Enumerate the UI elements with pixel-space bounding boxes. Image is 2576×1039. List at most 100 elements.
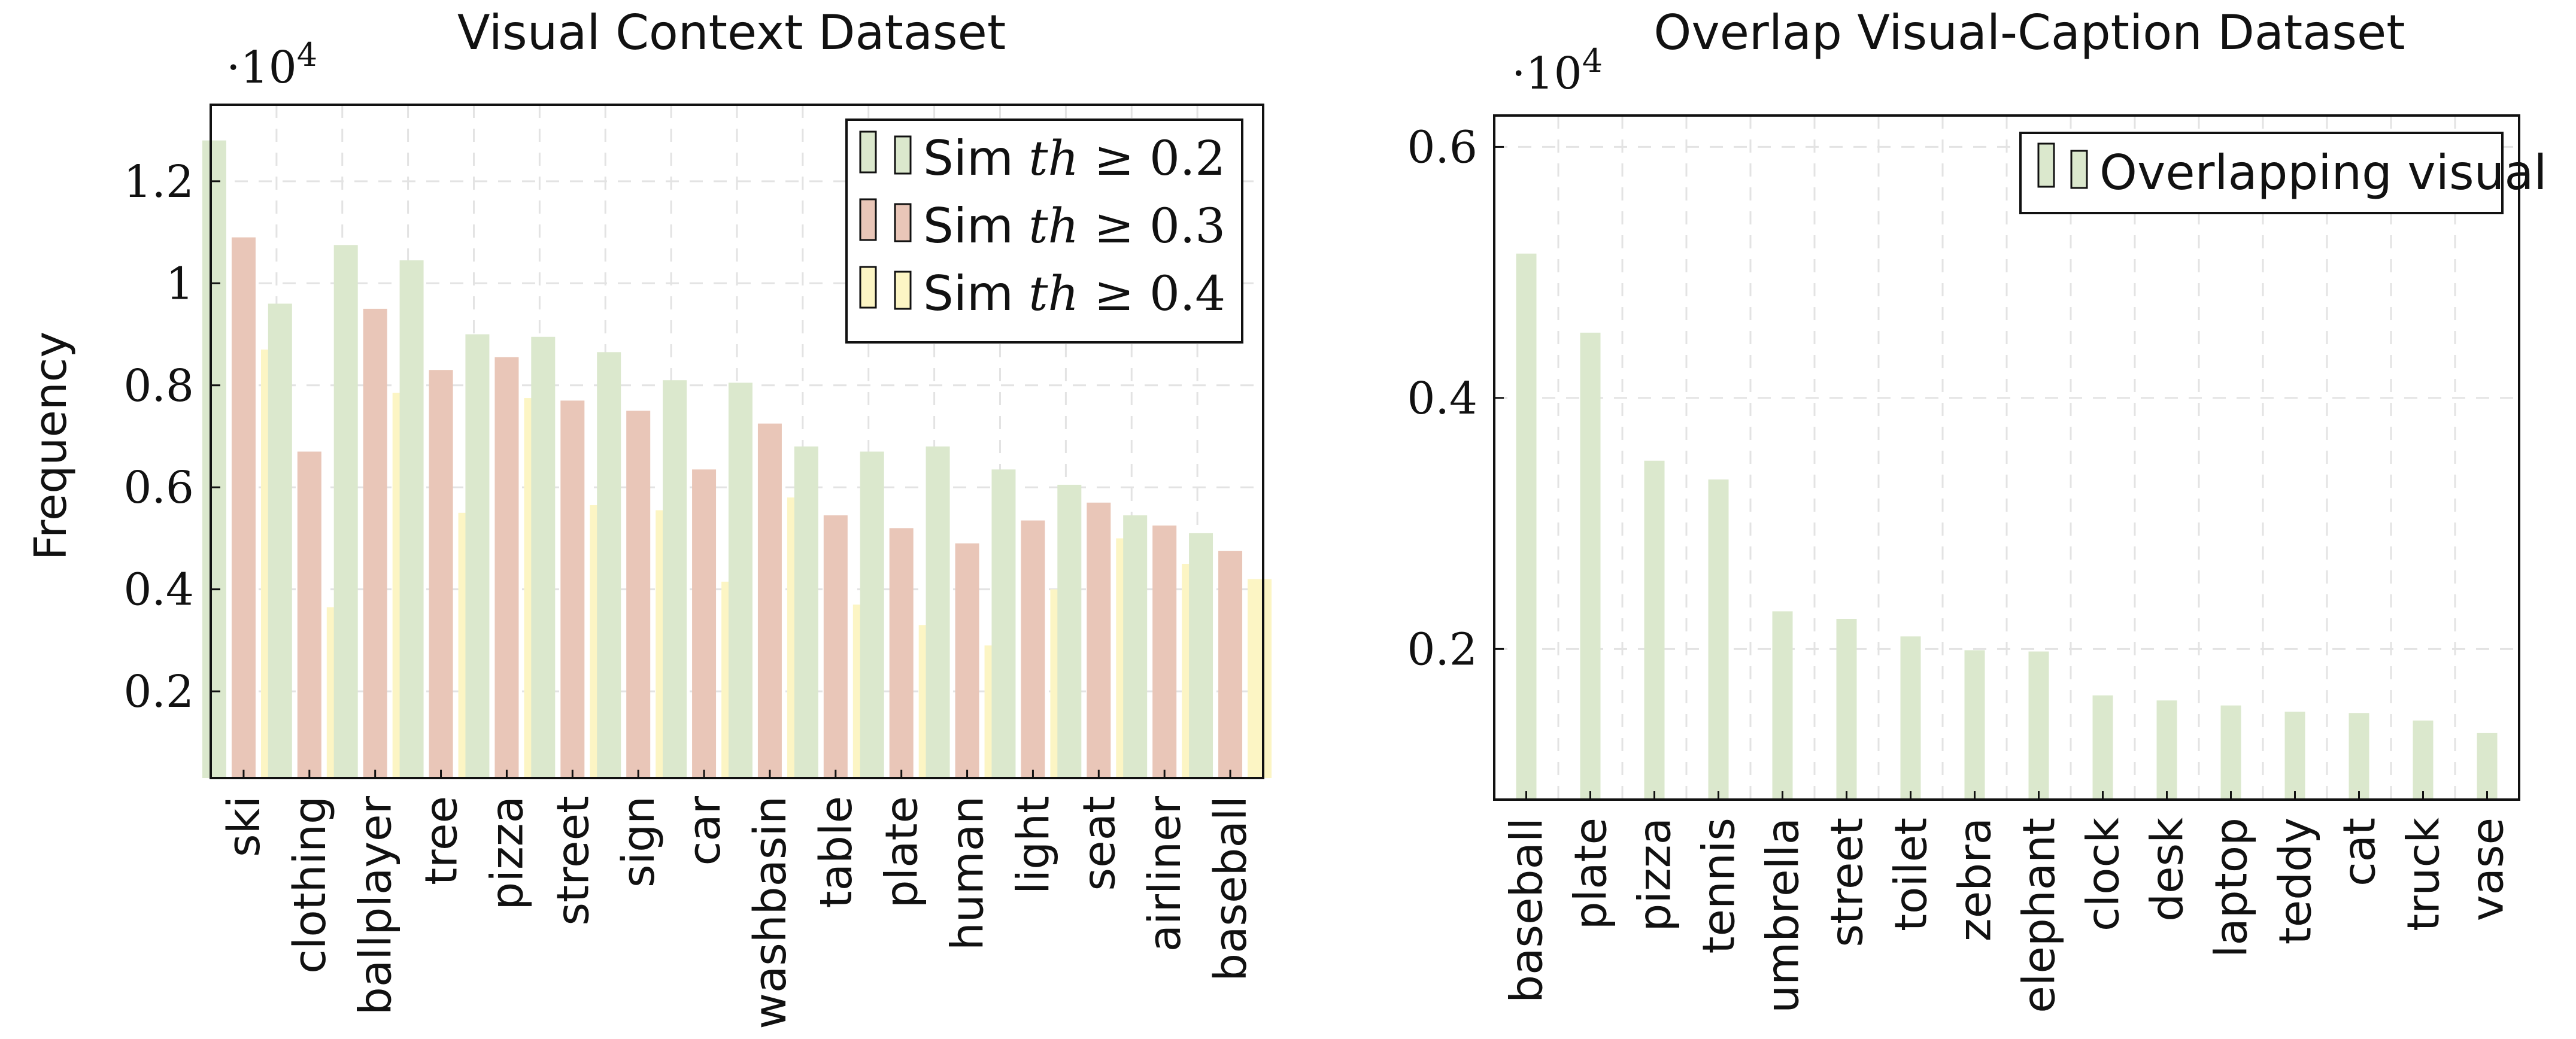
x-tick-label: truck [2398, 818, 2450, 931]
bar-th02 [531, 336, 556, 778]
bar-overlap [1580, 332, 1601, 800]
visual-context-chart: Visual Context Dataset ·104 Frequency 0.… [25, 5, 1272, 1029]
x-tick-label: street [547, 796, 599, 925]
x-tick-label: baseball [1205, 796, 1257, 982]
bar-th02 [399, 260, 424, 778]
legend-entry: Sim th ≥ 0.2 [859, 130, 1225, 186]
legend-swatch [859, 130, 877, 174]
bar-th03 [955, 543, 979, 778]
x-tick-label: pizza [481, 796, 533, 910]
y-ticks: 0.2 0.4 0.6 [1407, 121, 1504, 675]
legend-label: Sim th ≥ 0.4 [923, 266, 1225, 321]
legend: Overlapping visual [2019, 132, 2547, 214]
bar-th03 [231, 237, 256, 778]
x-tick-label: cat [2334, 818, 2386, 886]
x-tick-label: sign [613, 796, 665, 888]
x-tick-label: plate [1565, 818, 1617, 929]
x-tick-label: car [679, 795, 730, 865]
bar-th03 [297, 451, 321, 778]
x-tick-label: baseball [1501, 818, 1553, 1003]
bar-th02 [794, 446, 818, 778]
y-axis-label: Frequency [25, 332, 77, 560]
bar-overlap [1964, 650, 1985, 800]
y-tick-label: 0.2 [123, 666, 194, 718]
bar-th03 [823, 515, 848, 778]
legend-swatch [894, 271, 912, 310]
bars [202, 140, 1272, 779]
bar-th02 [926, 446, 950, 778]
y-tick-label: 0.2 [1407, 624, 1477, 675]
bar-th02 [728, 382, 753, 778]
x-tick-label: street [1822, 818, 1873, 947]
x-tick-label: light [1008, 796, 1059, 894]
y-tick-label: 0.6 [123, 462, 194, 514]
plot-frame [210, 104, 1264, 779]
bars [1516, 253, 2498, 800]
plot-frame [1493, 114, 2520, 801]
x-tick-label: pizza [1630, 818, 1681, 932]
bar-th02 [465, 334, 490, 778]
legend-label: Sim th ≥ 0.3 [923, 198, 1225, 254]
bar-th02 [268, 303, 292, 778]
x-tick-label: elephant [2014, 818, 2065, 1013]
bar-overlap [1516, 253, 1537, 800]
bar-overlap [2284, 712, 2305, 800]
bar-th03 [692, 469, 717, 778]
overlap-visual-caption-chart: Overlap Visual-Caption Dataset ·104 0.20… [1407, 5, 2547, 1013]
bar-th03 [560, 400, 585, 778]
y-tick-label: 1.2 [123, 156, 194, 208]
legend: Sim th ≥ 0.2 Sim th ≥ 0.3 Sim th ≥ 0.4 [845, 119, 1243, 344]
y-tick-label: 0.4 [1407, 373, 1477, 424]
bar-th03 [1218, 551, 1243, 778]
y-multiplier: ·104 [1512, 42, 1603, 99]
x-ticks: ski clothing ballplayer tree pizza street sign… [219, 770, 1257, 1029]
bar-overlap [1900, 636, 1921, 800]
bar-th02 [860, 451, 884, 778]
legend-frame [2019, 132, 2504, 214]
legend-swatch [894, 203, 912, 242]
bar-overlap [2413, 720, 2434, 800]
x-tick-label: airliner [1139, 795, 1191, 952]
x-tick-label: laptop [2206, 818, 2258, 958]
bar-th02 [597, 352, 621, 778]
chart-title: Visual Context Dataset [457, 5, 1006, 60]
y-tick-label: 0.8 [123, 360, 194, 412]
legend-label: Sim th ≥ 0.2 [923, 130, 1225, 186]
bar-th03 [1152, 525, 1177, 778]
x-tick-label: desk [2142, 818, 2193, 922]
bar-overlap [2477, 733, 2498, 800]
x-tick-label: clothing [284, 796, 336, 974]
bar-th02 [202, 140, 226, 779]
chart-title: Overlap Visual-Caption Dataset [1653, 5, 2405, 60]
bar-th03 [429, 370, 453, 778]
bar-overlap [2028, 651, 2049, 800]
bar-overlap [2156, 700, 2177, 800]
bar-overlap [2349, 713, 2369, 800]
legend-swatch [859, 266, 877, 309]
bar-overlap [2092, 695, 2113, 800]
legend-entry: Sim th ≥ 0.3 [859, 198, 1225, 254]
bar-overlap [1836, 618, 1857, 800]
bar-th02 [991, 469, 1016, 778]
bar-overlap [1644, 460, 1665, 800]
x-tick-label: tennis [1694, 818, 1745, 953]
y-tick-label: 0.6 [1407, 121, 1477, 173]
bar-th03 [494, 357, 519, 778]
bar-th02 [1057, 484, 1082, 778]
x-tick-label: zebra [1950, 818, 2001, 941]
x-tick-label: umbrella [1758, 818, 1809, 1013]
x-tick-label: ballplayer [350, 795, 402, 1015]
x-tick-label: seat [1073, 796, 1125, 891]
y-ticks: 0.2 0.4 0.6 0.8 1 1.2 [123, 156, 220, 718]
bar-th02 [663, 380, 687, 778]
x-tick-label: table [811, 796, 862, 908]
bar-th02 [1189, 533, 1213, 778]
x-tick-label: tree [416, 796, 468, 885]
legend-swatch [859, 198, 877, 241]
x-tick-label: vase [2462, 818, 2514, 921]
legend-swatch [2070, 150, 2088, 189]
bar-th03 [626, 411, 651, 778]
bar-th04 [1248, 579, 1272, 778]
x-tick-label: clock [2078, 818, 2129, 931]
